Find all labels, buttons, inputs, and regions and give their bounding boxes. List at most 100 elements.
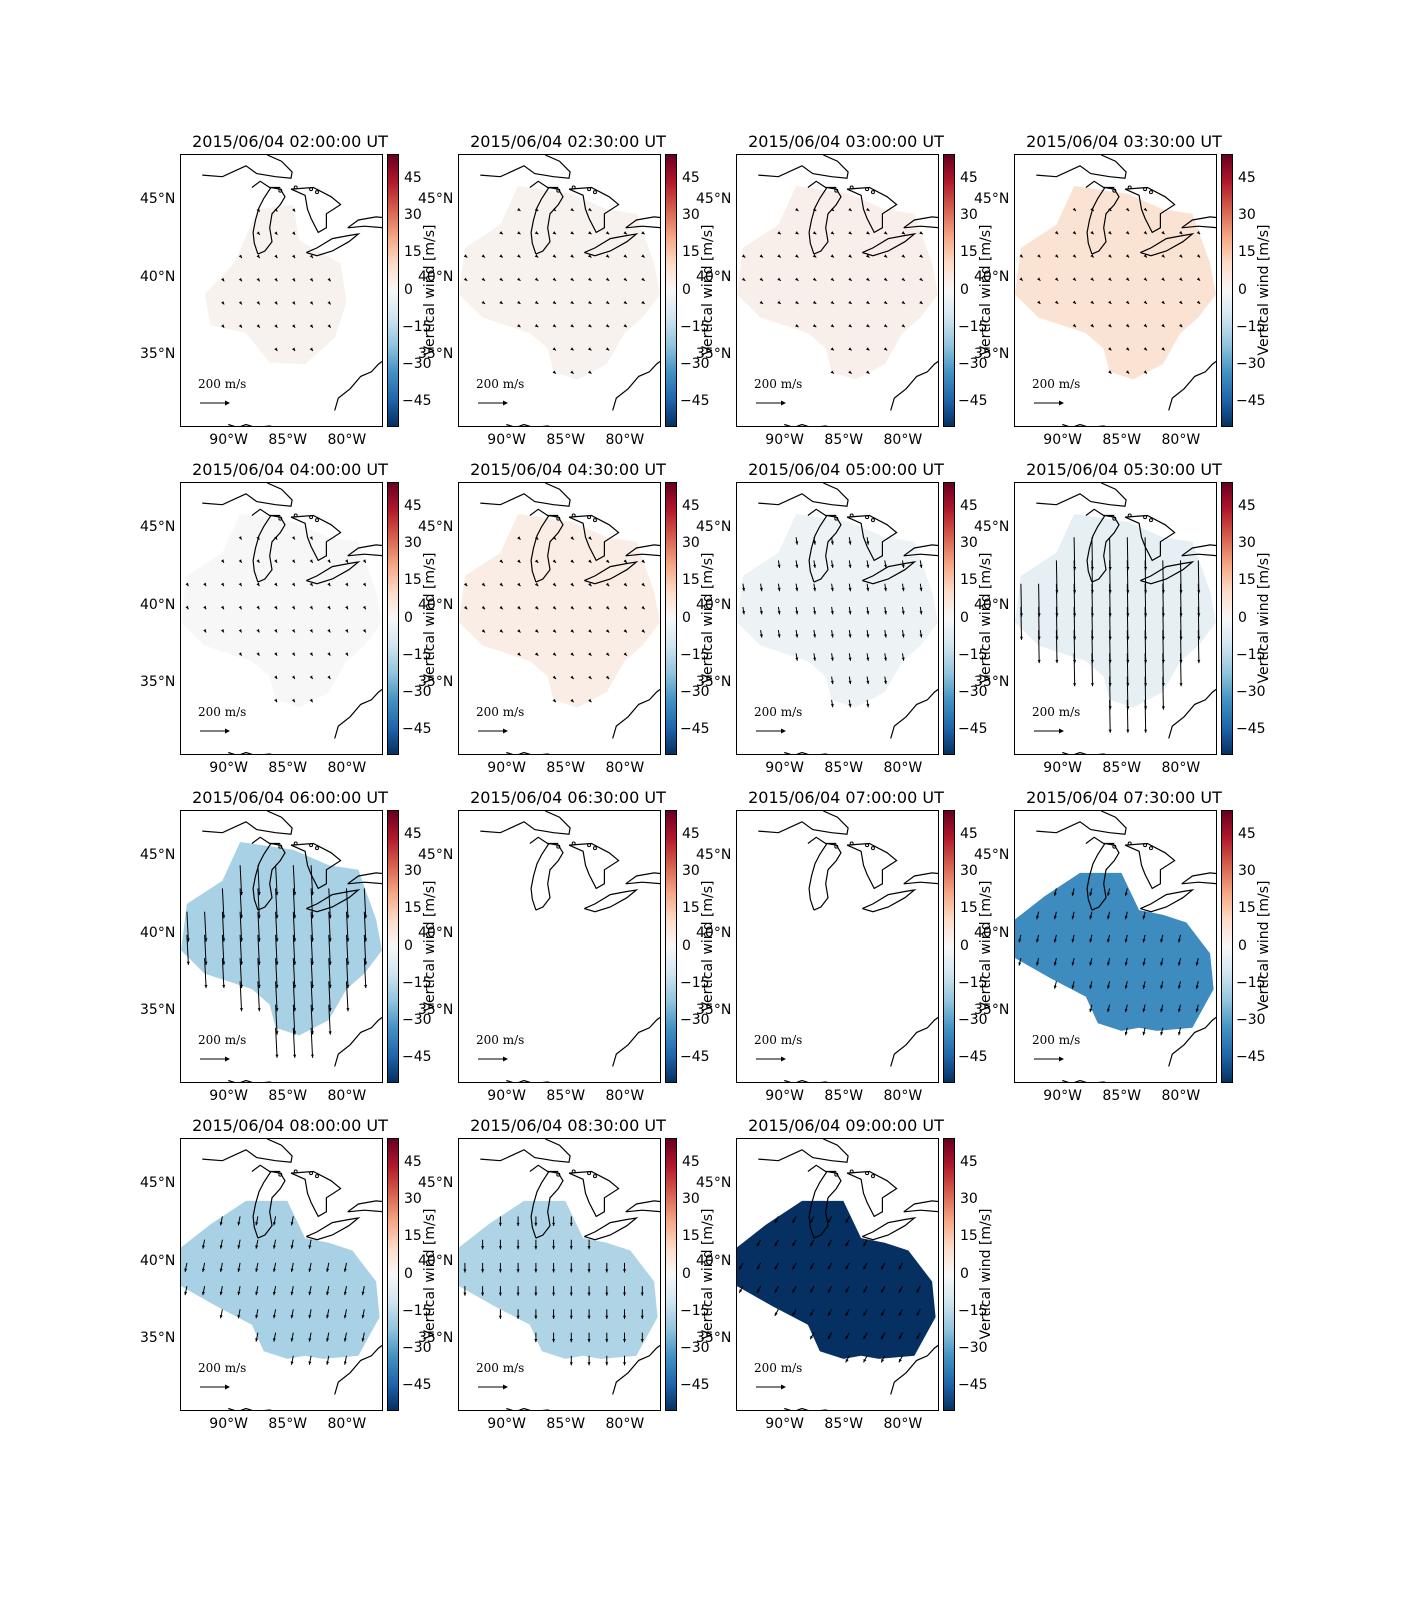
wind-arrow-head [1071, 962, 1075, 966]
wind-arrow-head [534, 231, 539, 235]
island [314, 518, 319, 523]
vertical-wind-field [459, 514, 660, 708]
wind-arrow-head [739, 1289, 743, 1293]
wind-arrow-head [274, 698, 278, 703]
wind-arrow-head [1197, 613, 1201, 617]
wind-arrow-head [362, 605, 366, 610]
coastline [807, 1164, 837, 1173]
lat-tick-label: 35°N [974, 674, 1010, 691]
panel-title: 2015/06/04 07:30:00 UT [1026, 788, 1222, 807]
wind-arrow [1091, 537, 1093, 571]
wind-arrow-head [812, 324, 817, 328]
wind-arrow-head [364, 984, 368, 989]
map-canvas [181, 483, 382, 754]
wind-arrow-head [742, 587, 746, 592]
island [571, 185, 576, 190]
wind-arrow-head [795, 277, 799, 281]
wind-arrow [310, 1004, 314, 1035]
wind-arrow-head [1126, 706, 1130, 710]
wind-arrow-head [605, 254, 610, 258]
wind-arrow [275, 888, 278, 919]
wind-arrow-head [1126, 683, 1130, 687]
wind-arrow-head [1126, 659, 1130, 664]
colorbar-tick-label: 15 [404, 1228, 422, 1245]
island [592, 190, 597, 195]
coastline [290, 514, 342, 562]
lat-tick-label: 40°N [140, 596, 176, 613]
wind-arrow-head [866, 254, 870, 258]
lon-tick-label: 80°W [327, 432, 367, 448]
wind-arrow-head [1124, 915, 1128, 920]
wind-arrow-head [239, 1008, 243, 1012]
colorbar-tick-label: 45 [1238, 497, 1256, 514]
wind-arrow-head [274, 324, 278, 328]
lat-tick-label: 45°N [696, 191, 732, 208]
lon-tick-label: 80°W [327, 760, 367, 776]
wind-arrow-head [866, 587, 870, 592]
wind-arrow-head [641, 300, 645, 304]
colorbar-tick-label: 15 [1238, 900, 1256, 917]
wind-arrow-head [534, 207, 539, 211]
wind-arrow-head [327, 277, 331, 282]
wind-arrow-head [326, 1291, 330, 1296]
colorbar-tick-label: −15 [402, 646, 432, 663]
wind-arrow-head [552, 1339, 556, 1343]
lon-tick-label: 90°W [487, 760, 526, 776]
coastline [758, 1139, 849, 1163]
lon-tick-label: 90°W [487, 432, 526, 448]
wind-arrow [292, 888, 296, 919]
wind-arrow-head [569, 1269, 573, 1273]
wind-arrow-head [605, 324, 610, 328]
wind-arrow-head [1090, 207, 1094, 211]
colorbar-tick-label: −15 [402, 1302, 432, 1319]
wind-arrow-head [863, 1289, 867, 1293]
wind-arrow-head [343, 1338, 347, 1342]
map-frame [736, 154, 939, 427]
wind-arrow [292, 981, 296, 1012]
wind-arrow-head [1054, 277, 1059, 281]
wind-arrow-head [623, 277, 627, 281]
wind-arrow-head [1142, 1008, 1146, 1013]
coastline [306, 561, 361, 585]
wind-arrow-head [588, 370, 592, 374]
colorbar [1221, 810, 1233, 1083]
colorbar-tick-label: 0 [404, 1265, 413, 1282]
colorbar-tick-label: −15 [402, 318, 432, 335]
map-frame [1014, 154, 1217, 427]
wind-arrow-head [1124, 892, 1128, 896]
wind-arrow-head [1019, 254, 1023, 258]
wind-arrow-head [830, 254, 834, 258]
colorbar-tick-label: −30 [402, 683, 432, 700]
wind-arrow-head [202, 1291, 205, 1296]
wind-arrow-head [1073, 659, 1077, 664]
wind-arrow-head [290, 1338, 294, 1342]
wind-arrow-head [605, 1315, 609, 1319]
wind-arrow-head [290, 1291, 294, 1296]
wind-arrow-head [293, 1054, 297, 1058]
wind-arrow-head [186, 961, 190, 965]
wind-arrow-head [830, 564, 834, 568]
wind-arrow-head [274, 208, 278, 212]
wind-arrow-head [759, 300, 763, 304]
wind-arrow-head [830, 277, 834, 281]
wind-arrow [363, 911, 367, 942]
wind-arrow-head [881, 1289, 884, 1293]
wind-arrow-head [570, 559, 574, 563]
wind-arrow-head [534, 277, 539, 281]
vertical-wind-field [459, 186, 660, 380]
wind-arrow-head [883, 231, 888, 235]
wind-arrow-head [828, 1266, 831, 1270]
wind-arrow-head [1196, 254, 1201, 258]
wind-arrow-head [1144, 706, 1148, 710]
wind-arrow-head [326, 1361, 330, 1365]
colorbar [943, 154, 955, 427]
wind-arrow-head [464, 606, 468, 610]
colorbar [387, 1138, 399, 1411]
wind-arrow-head [552, 536, 556, 540]
wind-arrow-head [777, 277, 781, 281]
island [849, 185, 854, 190]
wind-arrow-head [222, 984, 226, 989]
island [293, 841, 298, 846]
wind-arrow-head [901, 254, 905, 258]
coastline [1036, 155, 1127, 179]
